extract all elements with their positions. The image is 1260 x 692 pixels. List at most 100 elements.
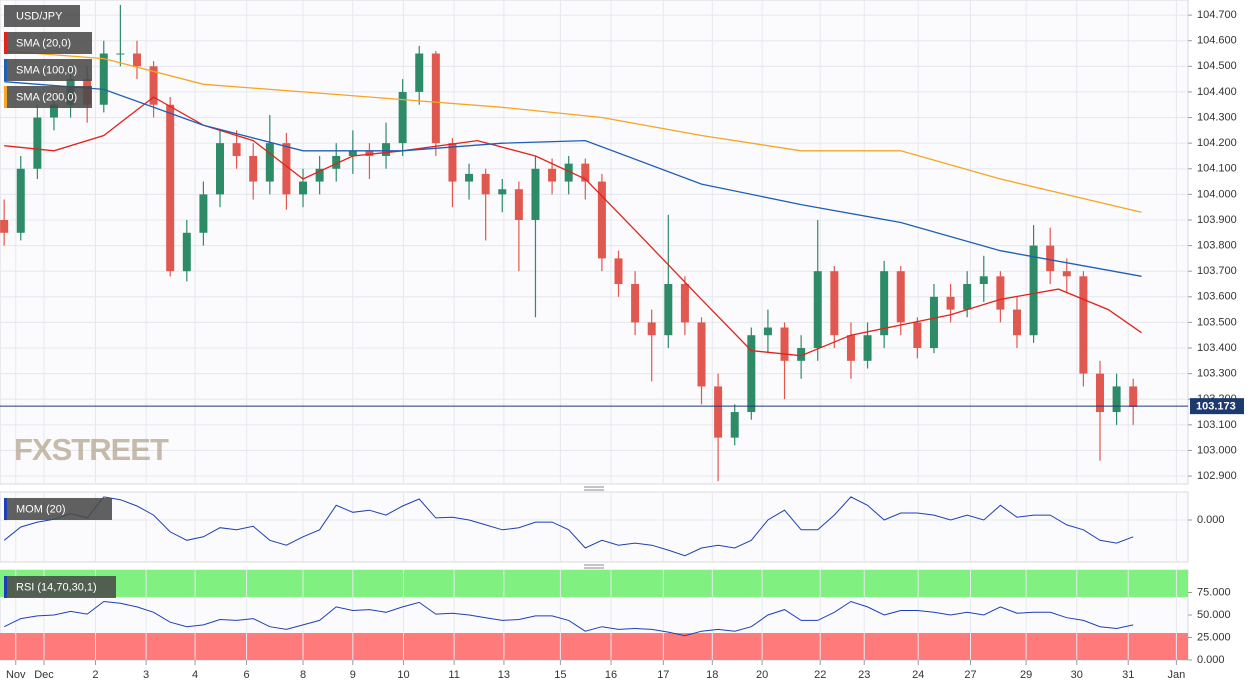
candle-body [265, 143, 274, 182]
candle-body [398, 91, 407, 144]
candle-body [880, 271, 889, 336]
candle-body [996, 276, 1005, 310]
panel-handle[interactable] [584, 486, 604, 491]
y-tick-label: 25.000 [1197, 631, 1231, 643]
candle-body [1029, 245, 1038, 336]
legend-swatch [4, 86, 7, 108]
candle-body [531, 168, 540, 220]
candle-body [182, 232, 191, 272]
candle-body [448, 143, 457, 182]
candle-body [315, 168, 324, 182]
x-tick-label: 22 [814, 669, 826, 681]
y-tick-label: 50.000 [1197, 609, 1231, 621]
candle-body [614, 258, 623, 284]
legend-box [4, 5, 80, 27]
y-tick-label: 104.100 [1197, 163, 1237, 175]
y-tick-label: 104.700 [1197, 9, 1237, 21]
y-tick-label: 103.500 [1197, 316, 1237, 328]
x-tick-label: 27 [964, 669, 976, 681]
x-tick-label: 20 [756, 669, 768, 681]
candle-body [1096, 373, 1104, 413]
plot: 102.900103.000103.100103.200103.300103.4… [0, 0, 1244, 681]
candle-body [232, 143, 241, 156]
y-tick-label: 103.800 [1197, 239, 1237, 251]
y-tick-label: 103.000 [1197, 444, 1237, 456]
candle-body [647, 322, 656, 336]
x-tick-label: 11 [448, 669, 459, 681]
legend-swatch [4, 498, 7, 520]
x-tick-label: Jan [1168, 669, 1186, 681]
main-panel [0, 0, 1189, 485]
candle-body [1112, 386, 1121, 413]
legend-label: SMA (100,0) [16, 64, 77, 76]
mom-panel [0, 491, 1189, 563]
candle-body [382, 143, 391, 156]
y-tick-label: 103.400 [1197, 342, 1237, 354]
legend-swatch [4, 59, 7, 81]
candle-body [1012, 309, 1021, 336]
x-tick-label: 29 [1020, 669, 1032, 681]
x-tick-label: 16 [605, 669, 617, 681]
x-tick-label: 30 [1071, 669, 1083, 681]
y-tick-label: 103.600 [1197, 291, 1237, 303]
last-price-label: 103.173 [1196, 401, 1236, 413]
y-tick-label: 103.900 [1197, 214, 1237, 226]
legend-swatch [4, 32, 7, 54]
candle-body [1046, 245, 1055, 272]
x-tick-label: 23 [858, 669, 870, 681]
candle-body [846, 335, 855, 361]
x-tick-label: 24 [912, 669, 924, 681]
candle-body [481, 173, 490, 195]
candle-body [132, 53, 141, 67]
watermark: FXSTREET [14, 432, 169, 467]
legend-label: SMA (20,0) [16, 37, 71, 49]
candle-body [149, 66, 158, 105]
candle-body [1129, 386, 1138, 407]
candle-body [199, 194, 208, 233]
candle-body [332, 155, 341, 169]
indicator-line [3, 600, 1134, 637]
candle-body [979, 276, 988, 284]
x-tick-label: 4 [192, 669, 198, 681]
candle-body [631, 283, 640, 323]
candle-body [365, 150, 374, 156]
y-tick-label: 103.700 [1197, 265, 1237, 277]
x-tick-label: 2 [92, 669, 98, 681]
legend-label: USD/JPY [16, 10, 63, 22]
x-tick-label: 6 [244, 669, 250, 681]
sma-line [4, 50, 1142, 213]
x-tick-label: Dec [34, 669, 54, 681]
candle-body [16, 168, 25, 233]
candle-body [431, 53, 440, 144]
candle-body [680, 283, 689, 323]
x-tick-label: 18 [706, 669, 718, 681]
x-tick-label: 8 [300, 669, 306, 681]
y-tick-label: 104.600 [1197, 35, 1237, 47]
candle-body [116, 53, 125, 55]
candle-body [514, 189, 523, 220]
panel-handle[interactable] [584, 564, 604, 569]
candle-body [0, 219, 9, 233]
candle-body [564, 163, 573, 182]
legend-label: SMA (200,0) [16, 91, 77, 103]
candle-body [780, 327, 789, 361]
x-tick-label: Nov [6, 669, 26, 681]
sma-line [4, 96, 1142, 357]
x-tick-label: 17 [657, 669, 669, 681]
candle-body [1062, 271, 1071, 277]
y-tick-label: 103.300 [1197, 368, 1237, 380]
candle-body [747, 335, 756, 413]
candle-body [249, 155, 258, 182]
candle-body [963, 283, 972, 310]
candle-body [348, 150, 357, 156]
x-tick-label: 3 [143, 669, 149, 681]
legend-label: RSI (14,70,30,1) [16, 581, 97, 593]
y-tick-label: 104.000 [1197, 188, 1237, 200]
legend-swatch [4, 576, 7, 598]
x-tick-label: 15 [554, 669, 566, 681]
y-tick-label: 104.500 [1197, 60, 1237, 72]
candle-body [498, 189, 507, 195]
indicator-line [3, 496, 1134, 557]
oversold-band [0, 633, 1188, 660]
